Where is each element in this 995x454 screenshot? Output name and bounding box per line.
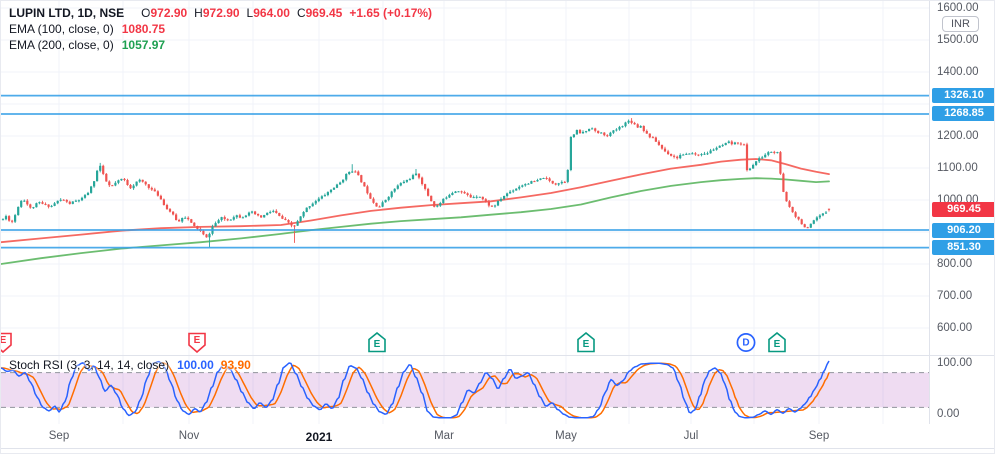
ema100-label: EMA (100, close, 0) [9, 21, 114, 36]
earnings-beat-marker[interactable]: E [576, 331, 596, 353]
symbol-legend: LUPIN LTD, 1D, NSE O 972.90 H 972.90 L 964.… [9, 5, 432, 53]
ema100-legend-row[interactable]: EMA (100, close, 0) 1080.75 [9, 21, 432, 36]
stoch-d-value: 93.90 [220, 358, 251, 372]
earnings-beat-marker[interactable]: E [767, 331, 787, 353]
axis-separator-line [929, 1, 930, 448]
candles-down [8, 120, 831, 238]
svg-text:E: E [774, 339, 781, 350]
time-axis-label: Sep [48, 430, 70, 442]
price-badge: 969.45 [932, 202, 994, 218]
price-axis-tick: 1500.00 [937, 33, 979, 46]
low-value: 964.00 [253, 5, 290, 20]
ema200-value: 1057.97 [121, 37, 166, 52]
svg-text:E: E [583, 339, 590, 350]
ema200-label: EMA (200, close, 0) [9, 37, 114, 52]
stoch-rsi-label: Stoch RSI (3, 3, 14, 14, close) [9, 358, 170, 372]
svg-text:D: D [742, 337, 749, 348]
open-label: O [141, 5, 151, 20]
price-axis-tick: 600.00 [937, 321, 973, 334]
svg-text:E: E [374, 339, 381, 350]
time-axis-label: Jul [683, 430, 699, 442]
price-badge: 906.20 [932, 222, 994, 238]
high-value: 972.90 [202, 5, 240, 20]
stoch-k-value: 100.00 [177, 358, 214, 372]
time-axis-label: Sep [808, 430, 830, 442]
candles-up [1, 120, 828, 238]
close-value: 969.45 [305, 5, 343, 20]
time-axis-label: 2021 [305, 430, 333, 444]
stoch-axis-tick: 100.00 [937, 356, 973, 369]
open-value: 972.90 [150, 5, 188, 20]
stoch-axis-tick: 0.00 [937, 407, 960, 420]
stoch-d-line[interactable] [1, 362, 830, 419]
price-axis-tick: 1400.00 [937, 65, 979, 78]
stoch-band [1, 372, 929, 408]
price-badge: 1326.10 [932, 88, 994, 104]
svg-text:E: E [0, 335, 7, 346]
price-axis[interactable]: INR 1600.00 1500.00 1400.00 1200.00 1100.00 1… [930, 1, 994, 448]
dividend-marker[interactable]: D [736, 332, 756, 353]
ema200-line[interactable] [1, 177, 830, 265]
price-axis-tick: 1600.00 [937, 1, 979, 14]
ema100-value: 1080.75 [121, 21, 166, 36]
price-axis-tick: 1200.00 [937, 129, 979, 142]
symbol-row[interactable]: LUPIN LTD, 1D, NSE O 972.90 H 972.90 L 964.… [9, 5, 432, 20]
price-axis-tick: 700.00 [937, 289, 973, 302]
change-value: +1.65 (+0.17%) [349, 5, 433, 20]
price-badge: 851.30 [932, 240, 994, 256]
time-axis-label: Mar [434, 430, 454, 442]
high-label: H [194, 5, 203, 20]
price-axis-tick: 800.00 [937, 257, 973, 270]
low-label: L [246, 5, 254, 20]
symbol-title: LUPIN LTD, 1D, NSE [9, 5, 125, 20]
svg-text:E: E [194, 335, 201, 346]
earnings-beat-marker[interactable]: E [367, 331, 387, 353]
time-axis-label: Nov [178, 430, 200, 442]
ema200-legend-row[interactable]: EMA (200, close, 0) 1057.97 [9, 37, 432, 52]
close-label: C [296, 5, 306, 20]
price-badge: 1268.85 [932, 106, 994, 122]
earnings-miss-marker[interactable]: E [0, 332, 13, 354]
price-stoch-separator [1, 355, 994, 356]
stoch-k-line[interactable] [1, 360, 830, 419]
currency-badge: INR [942, 16, 979, 32]
stoch-rsi-legend-row[interactable]: Stoch RSI (3, 3, 14, 14, close) 100.00 9… [9, 358, 258, 372]
price-axis-tick: 1100.00 [937, 161, 978, 174]
time-axis[interactable]: Sep Nov 2021 Mar May Jul Sep [1, 424, 994, 449]
earnings-miss-marker[interactable]: E [187, 332, 207, 354]
time-axis-label: May [555, 430, 577, 442]
